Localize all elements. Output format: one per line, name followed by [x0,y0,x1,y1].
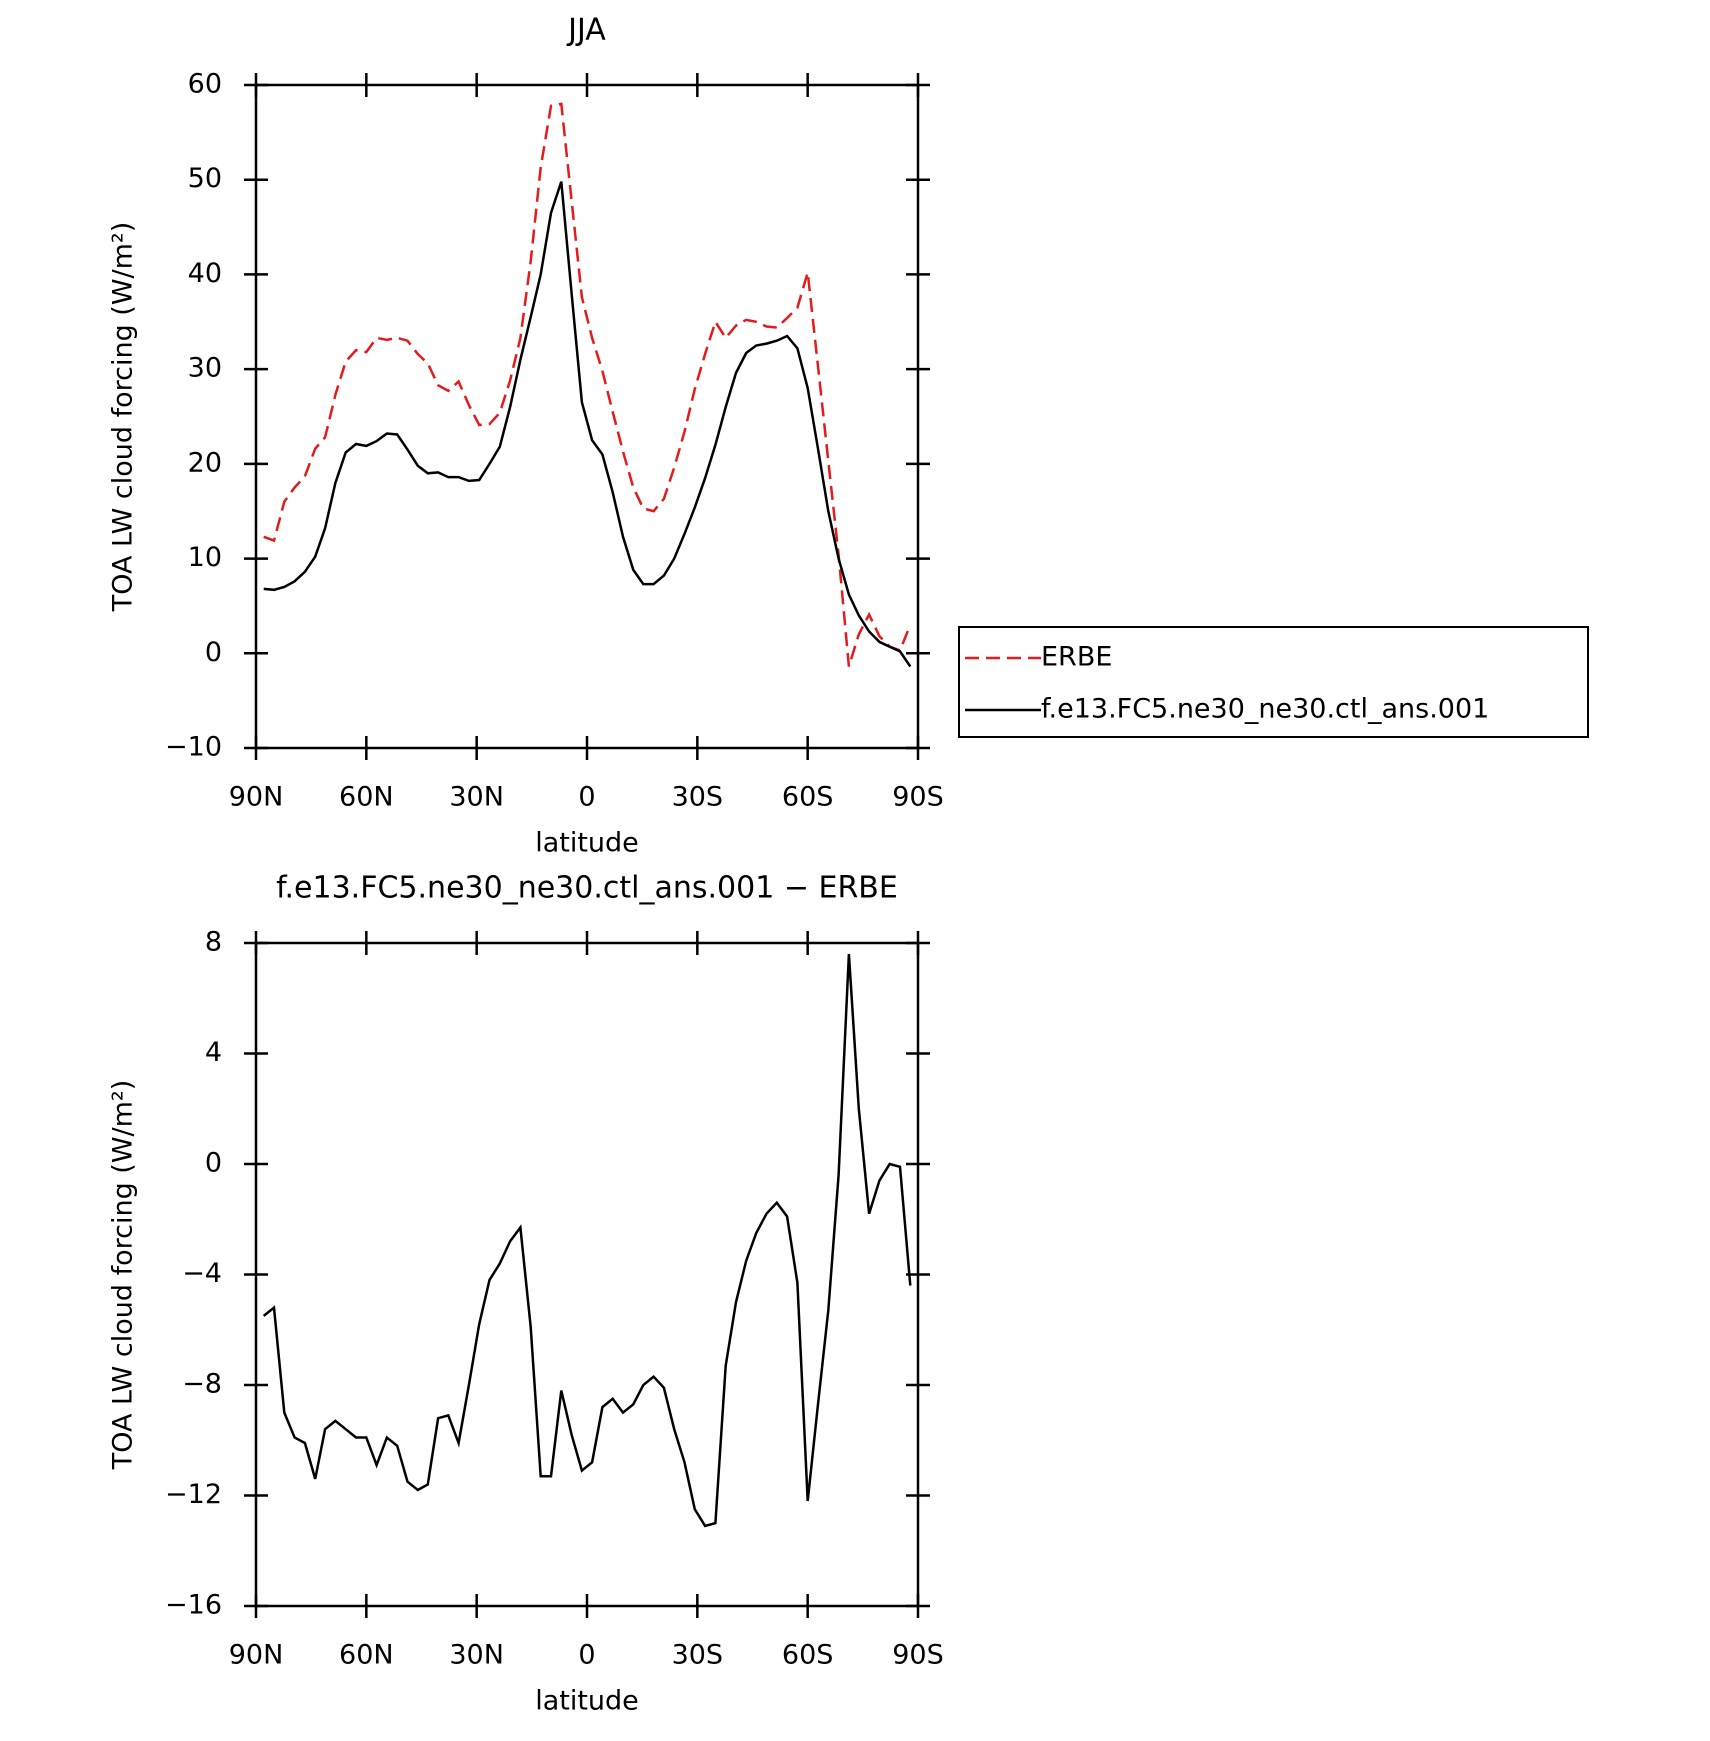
y-tick-label: −10 [165,732,222,763]
x-tick-label: 60N [339,782,394,813]
y-tick-label: 4 [205,1037,222,1068]
x-axis-label: latitude [535,1686,639,1717]
legend-label: ERBE [1041,642,1112,673]
y-tick-label: −16 [165,1590,222,1621]
x-tick-label: 30S [672,1640,724,1671]
y-tick-label: 40 [188,258,222,289]
x-axis-label: latitude [535,828,639,859]
y-tick-label: 50 [188,163,222,194]
y-axis-label: TOA LW cloud forcing (W/m²) [108,222,139,613]
x-tick-label: 60S [782,1640,834,1671]
x-tick-label: 30N [449,1640,504,1671]
x-tick-label: 60N [339,1640,394,1671]
x-tick-label: 90S [892,782,944,813]
x-tick-label: 90N [229,1640,284,1671]
plot-frame [254,941,920,1608]
chart-title: JJA [566,13,606,48]
y-tick-label: 30 [188,353,222,384]
y-tick-label: 10 [188,542,222,573]
legend-box [958,626,1589,738]
x-tick-label: 30N [449,782,504,813]
y-axis-label: TOA LW cloud forcing (W/m²) [108,1080,139,1471]
chart-title: f.e13.FC5.ne30_ne30.ctl_ans.001 − ERBE [276,871,898,906]
y-tick-label: 0 [205,1148,222,1179]
y-tick-label: 60 [188,69,222,100]
y-tick-label: 8 [205,927,222,958]
data-line [262,953,912,1528]
y-tick-label: 0 [205,637,222,668]
x-tick-label: 90N [229,782,284,813]
data-line [263,102,912,667]
x-tick-label: 60S [782,782,834,813]
plot-frame [254,83,920,750]
x-tick-label: 0 [578,782,595,813]
x-tick-label: 0 [578,1640,595,1671]
x-tick-label: 90S [892,1640,944,1671]
x-tick-label: 30S [672,782,724,813]
legend-label: f.e13.FC5.ne30_ne30.ctl_ans.001 [1041,694,1489,725]
y-tick-label: −12 [165,1479,222,1510]
y-tick-label: −4 [182,1258,222,1289]
data-line [263,181,912,668]
y-tick-label: 20 [188,447,222,478]
y-tick-label: −8 [182,1369,222,1400]
